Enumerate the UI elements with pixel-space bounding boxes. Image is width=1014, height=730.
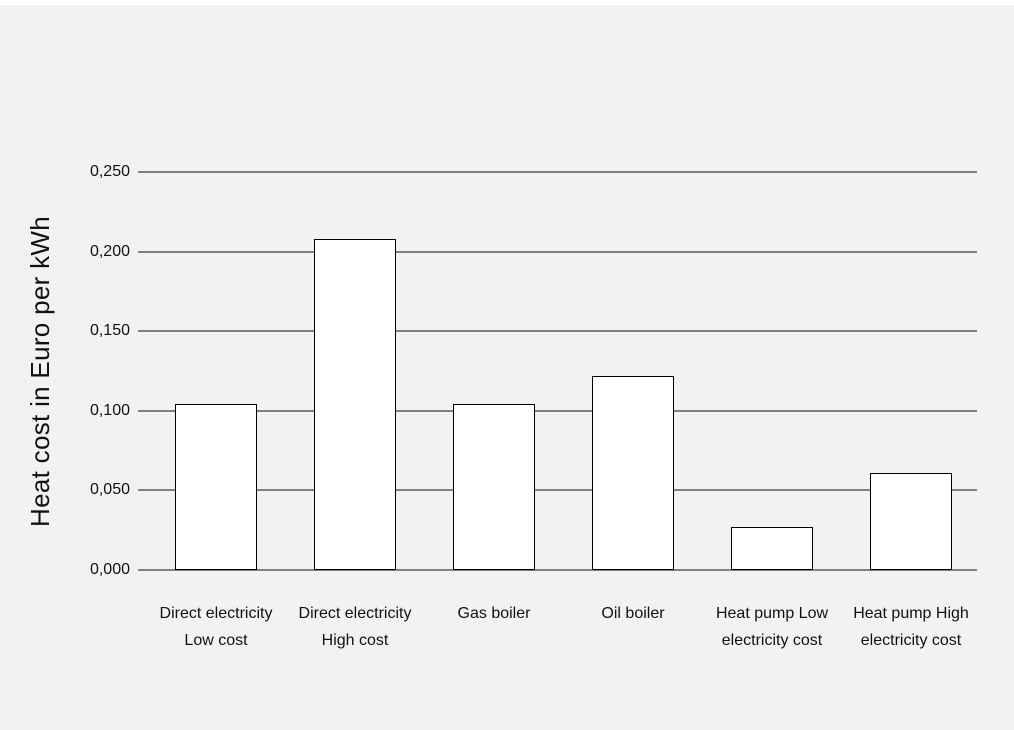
gridline [138, 569, 977, 571]
category-label-1: Direct electricity Low cost [140, 600, 292, 654]
y-tick-label: 0,100 [89, 401, 130, 419]
bar-2 [314, 239, 396, 570]
category-label-line: electricity cost [860, 632, 962, 649]
category-label-line: Direct electricity [298, 605, 412, 622]
y-tick-label: 0,000 [89, 561, 130, 578]
y-tick-label: 0,200 [89, 242, 130, 260]
bar-6 [870, 473, 952, 570]
gridline [138, 330, 977, 333]
category-label-line: Direct electricity [159, 605, 273, 622]
category-label-line: Oil boiler [601, 605, 665, 622]
gridline [138, 171, 977, 173]
gridline [138, 250, 977, 253]
bar-3 [453, 404, 535, 570]
category-label-line: Heat pump High [853, 605, 969, 622]
y-axis-title: Heat cost in Euro per kWh [8, 172, 72, 570]
category-label-line: Gas boiler [457, 605, 531, 622]
y-tick-label: 0,150 [89, 322, 130, 340]
y-tick-label: 0,250 [89, 163, 130, 180]
category-label-6: Heat pump High electricity cost [835, 600, 987, 654]
category-label-line: Heat pump Low [715, 605, 829, 622]
bar-4 [592, 376, 674, 570]
y-axis-title-text: Heat cost in Euro per kWh [24, 215, 55, 527]
bar-5 [731, 527, 813, 570]
gridline [138, 409, 977, 412]
category-label-5: Heat pump Low electricity cost [696, 600, 848, 654]
gridline [138, 489, 977, 492]
category-label-line: electricity cost [721, 632, 823, 649]
bar-1 [175, 404, 257, 570]
y-tick-label: 0,050 [89, 481, 130, 499]
category-label-3: Gas boiler [418, 600, 570, 627]
category-label-2: Direct electricity High cost [279, 600, 431, 654]
category-label-line: High cost [321, 632, 389, 649]
category-label-line: Low cost [184, 632, 248, 649]
category-label-4: Oil boiler [557, 600, 709, 627]
top-band [0, 0, 1014, 5]
